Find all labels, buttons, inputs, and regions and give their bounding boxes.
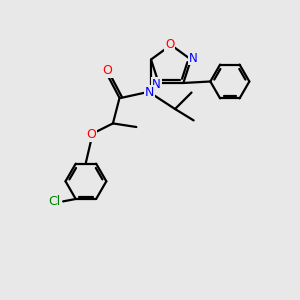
Text: N: N [145,86,154,99]
Text: O: O [86,128,96,141]
Text: O: O [103,64,112,77]
Text: N: N [152,78,161,91]
Text: N: N [189,52,198,64]
Text: Cl: Cl [48,195,60,208]
Text: O: O [165,38,174,51]
